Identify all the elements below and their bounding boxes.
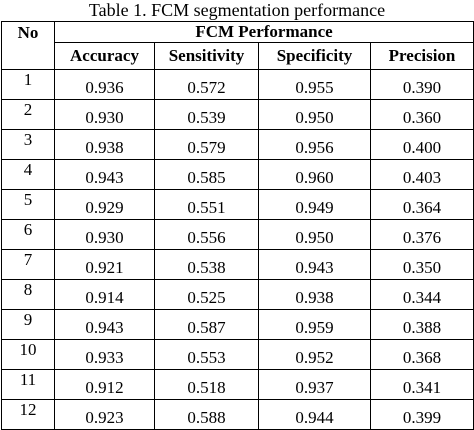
- column-header-no: No: [1, 21, 55, 70]
- table-row: 7 0.921 0.538 0.943 0.350: [1, 249, 474, 280]
- table-row: 9 0.943 0.587 0.959 0.388: [1, 309, 474, 340]
- cell-sensitivity: 0.587: [154, 309, 259, 340]
- cell-sensitivity: 0.551: [154, 189, 259, 220]
- cell-no: 10: [1, 339, 55, 370]
- cell-sensitivity: 0.579: [154, 129, 259, 160]
- cell-specificity: 0.955: [258, 69, 371, 100]
- cell-no: 7: [1, 249, 55, 280]
- cell-precision: 0.344: [369, 279, 474, 310]
- cell-precision: 0.399: [369, 399, 474, 430]
- cell-precision: 0.368: [369, 339, 474, 370]
- fcm-performance-table: No FCM Performance Accuracy Sensitivity …: [1, 21, 474, 430]
- cell-specificity: 0.950: [258, 99, 371, 130]
- cell-specificity: 0.956: [258, 129, 371, 160]
- cell-precision: 0.341: [369, 369, 474, 400]
- table-header: No FCM Performance Accuracy Sensitivity …: [1, 21, 474, 70]
- column-header-accuracy: Accuracy: [54, 42, 155, 70]
- cell-no: 8: [1, 279, 55, 310]
- cell-no: 5: [1, 189, 55, 220]
- table-body: 1 0.936 0.572 0.955 0.390 2 0.930 0.539 …: [1, 69, 474, 430]
- table-row: 12 0.923 0.588 0.944 0.399: [1, 399, 474, 430]
- cell-specificity: 0.937: [258, 369, 371, 400]
- table-row: 4 0.943 0.585 0.960 0.403: [1, 159, 474, 190]
- cell-accuracy: 0.930: [54, 219, 155, 250]
- cell-specificity: 0.959: [258, 309, 371, 340]
- column-group-header: FCM Performance: [53, 21, 474, 43]
- cell-accuracy: 0.912: [54, 369, 155, 400]
- cell-specificity: 0.950: [258, 219, 371, 250]
- cell-precision: 0.360: [369, 99, 474, 130]
- cell-accuracy: 0.930: [54, 99, 155, 130]
- column-header-precision: Precision: [369, 42, 474, 70]
- cell-specificity: 0.938: [258, 279, 371, 310]
- cell-accuracy: 0.914: [54, 279, 155, 310]
- table-row: 8 0.914 0.525 0.938 0.344: [1, 279, 474, 310]
- column-header-specificity: Specificity: [258, 42, 371, 70]
- cell-sensitivity: 0.556: [154, 219, 259, 250]
- header-row-metrics: Accuracy Sensitivity Specificity Precisi…: [2, 42, 474, 70]
- cell-no: 9: [1, 309, 55, 340]
- cell-accuracy: 0.943: [54, 159, 155, 190]
- cell-accuracy: 0.936: [54, 69, 155, 100]
- cell-no: 1: [1, 69, 55, 100]
- column-header-sensitivity: Sensitivity: [154, 42, 259, 70]
- cell-sensitivity: 0.572: [154, 69, 259, 100]
- cell-specificity: 0.952: [258, 339, 371, 370]
- cell-precision: 0.376: [369, 219, 474, 250]
- table-caption: Table 1. FCM segmentation performance: [88, 0, 386, 20]
- cell-sensitivity: 0.588: [154, 399, 259, 430]
- cell-accuracy: 0.923: [54, 399, 155, 430]
- table-row: 11 0.912 0.518 0.937 0.341: [1, 369, 474, 400]
- cell-no: 6: [1, 219, 55, 250]
- table-row: 10 0.933 0.553 0.952 0.368: [1, 339, 474, 370]
- cell-no: 4: [1, 159, 55, 190]
- table-row: 5 0.929 0.551 0.949 0.364: [1, 189, 474, 220]
- cell-no: 11: [1, 369, 55, 400]
- cell-sensitivity: 0.553: [154, 339, 259, 370]
- cell-specificity: 0.949: [258, 189, 371, 220]
- cell-no: 3: [1, 129, 55, 160]
- cell-accuracy: 0.943: [54, 309, 155, 340]
- cell-sensitivity: 0.585: [154, 159, 259, 190]
- cell-specificity: 0.960: [258, 159, 371, 190]
- table-row: 2 0.930 0.539 0.950 0.360: [1, 99, 474, 130]
- table-row: 3 0.938 0.579 0.956 0.400: [1, 129, 474, 160]
- cell-no: 2: [1, 99, 55, 130]
- cell-specificity: 0.944: [258, 399, 371, 430]
- cell-precision: 0.364: [369, 189, 474, 220]
- cell-sensitivity: 0.538: [154, 249, 259, 280]
- cell-accuracy: 0.929: [54, 189, 155, 220]
- cell-precision: 0.388: [369, 309, 474, 340]
- table-row: 1 0.936 0.572 0.955 0.390: [1, 69, 474, 100]
- cell-precision: 0.350: [369, 249, 474, 280]
- cell-accuracy: 0.921: [54, 249, 155, 280]
- cell-sensitivity: 0.518: [154, 369, 259, 400]
- cell-accuracy: 0.933: [54, 339, 155, 370]
- table-row: 6 0.930 0.556 0.950 0.376: [1, 219, 474, 250]
- cell-no: 12: [1, 399, 55, 430]
- cell-precision: 0.400: [369, 129, 474, 160]
- cell-sensitivity: 0.539: [154, 99, 259, 130]
- cell-sensitivity: 0.525: [154, 279, 259, 310]
- cell-accuracy: 0.938: [54, 129, 155, 160]
- cell-precision: 0.403: [369, 159, 474, 190]
- header-row-group: No FCM Performance: [1, 21, 474, 70]
- cell-specificity: 0.943: [258, 249, 371, 280]
- cell-precision: 0.390: [369, 69, 474, 100]
